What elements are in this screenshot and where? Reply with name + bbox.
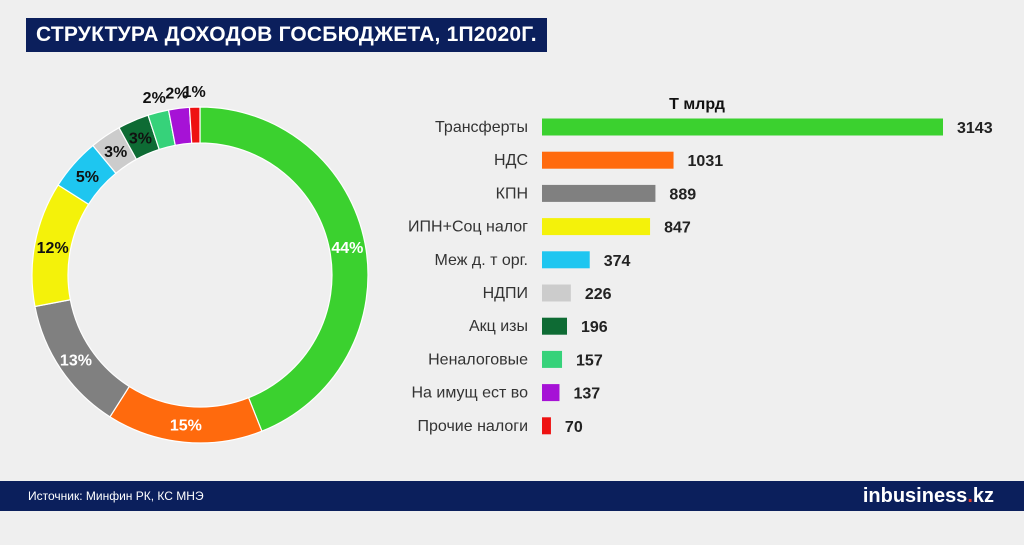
bar-category-акц-изы: Акц изы [469,318,528,335]
bar-value-трансферты: 3143 [957,120,993,137]
bar-category-на-имущ-ест-во: На имущ ест во [411,385,528,402]
donut-label-кпн: 13% [60,352,92,369]
bar-value-акц-изы: 196 [581,319,608,336]
bar-неналоговые [542,350,563,368]
donut-chart: 44%15%13%12%5%3%3%2% 2%1% [31,84,369,444]
site-logo[interactable]: inbusiness.kz [863,481,994,511]
logo-main: business [880,485,968,507]
donut-label-неналоговые: 2% [143,90,166,107]
logo-dot: . [967,485,973,507]
bar-category-неналоговые: Неналоговые [428,351,528,368]
donut-label-ндпи: 3% [104,144,127,161]
donut-slice-ндс [109,385,263,444]
bar-category-меж-д-т-орг: Меж д. т орг. [435,252,529,269]
donut-label-прочие-налоги: 1% [183,84,206,101]
bar-value-меж-д-т-орг: 374 [604,253,631,270]
bar-category-ипн-соц-налог: ИПН+Соц налог [408,219,528,236]
bar-ндпи [542,284,571,302]
donut-slice-прочие-налоги [188,106,201,144]
bar-кпн [542,184,656,202]
bar-category-ндс: НДС [494,152,528,169]
bar-category-кпн: КПН [496,185,528,202]
bar-category-ндпи: НДПИ [483,285,528,302]
logo-suffix: kz [972,485,994,507]
bar-прочие-налоги [542,417,551,435]
donut-label-меж-д-т-орг: 5% [76,169,99,186]
bar-value-неналоговые: 157 [576,352,603,369]
bar-value-прочие-налоги: 70 [565,419,583,436]
bar-chart-title: Т млрд [669,96,725,113]
bar-category-трансферты: Трансферты [435,119,528,136]
bar-ндс [542,151,674,169]
logo-prefix: in [862,485,881,507]
page-title: СТРУКТУРА ДОХОДОВ ГОСБЮДЖЕТА, 1П2020Г. [26,18,547,52]
donut-label-трансферты: 44% [331,240,363,257]
bar-chart: Т млрд Трансферты 3143 НДС 1031 КПН 889 ИПН+Соц… [408,96,993,436]
bar-category-прочие-налоги: Прочие налоги [418,418,528,435]
donut-label-акц-изы: 3% [129,130,152,147]
bar-value-кпн: 889 [669,186,696,203]
bar-ипн-соц-налог [542,218,651,236]
bar-меж-д-т-орг [542,251,590,269]
donut-label-на-имущ-ест-во: 2% [165,85,188,102]
bar-value-на-имущ-ест-во: 137 [573,386,600,403]
bar-на-имущ-ест-во [542,384,560,402]
bar-акц-изы [542,317,568,335]
bar-value-ндс: 1031 [688,153,724,170]
source-note: Источник: Минфин РК, КС МНЭ [28,489,204,503]
donut-slice-трансферты [199,106,369,432]
donut-label-ипн-соц-налог: 12% [37,240,69,257]
bar-value-ипн-соц-налог: 847 [664,220,691,237]
bar-трансферты [542,118,943,136]
footer-bar: Источник: Минфин РК, КС МНЭ inbusiness.k… [0,481,1024,511]
donut-label-ндс: 15% [170,417,202,434]
bar-value-ндпи: 226 [585,286,612,303]
